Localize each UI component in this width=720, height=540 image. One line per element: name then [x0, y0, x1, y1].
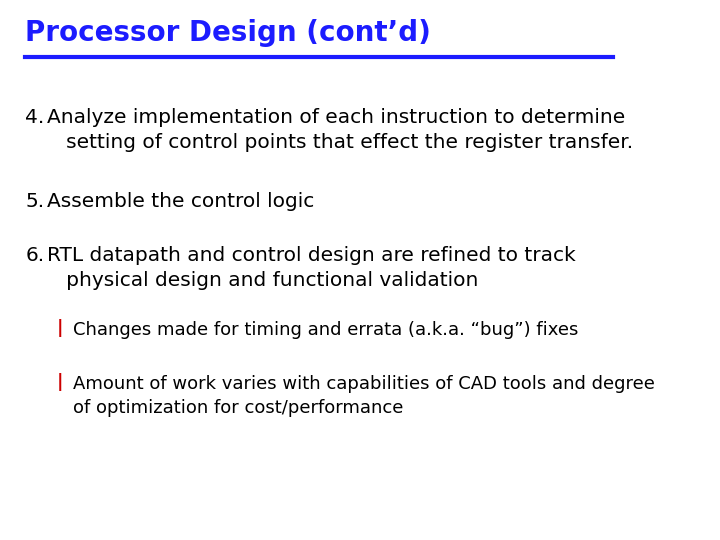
Text: |: |: [57, 373, 63, 390]
Text: Processor Design (cont’d): Processor Design (cont’d): [25, 19, 431, 47]
Text: 5.: 5.: [25, 192, 45, 211]
Text: Changes made for timing and errata (a.k.a. “bug”) fixes: Changes made for timing and errata (a.k.…: [73, 321, 578, 339]
Text: Assemble the control logic: Assemble the control logic: [48, 192, 315, 211]
Text: Amount of work varies with capabilities of CAD tools and degree
of optimization : Amount of work varies with capabilities …: [73, 375, 654, 417]
Text: |: |: [57, 319, 63, 336]
Text: Analyze implementation of each instruction to determine
   setting of control po: Analyze implementation of each instructi…: [48, 108, 634, 152]
Text: 4.: 4.: [25, 108, 45, 127]
Text: 6.: 6.: [25, 246, 45, 265]
Text: RTL datapath and control design are refined to track
   physical design and func: RTL datapath and control design are refi…: [48, 246, 576, 289]
